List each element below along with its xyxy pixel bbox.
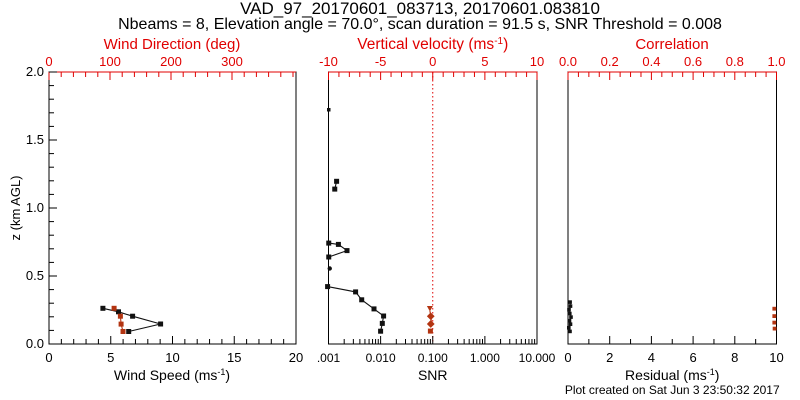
svg-text:-5: -5: [375, 54, 387, 69]
svg-text:20: 20: [289, 350, 303, 365]
svg-text:2.0: 2.0: [26, 64, 44, 79]
svg-text:10: 10: [530, 54, 544, 69]
svg-text:z (km AGL): z (km AGL): [8, 175, 23, 240]
svg-text:0: 0: [564, 350, 571, 365]
svg-text:1.5: 1.5: [26, 132, 44, 147]
svg-text:5: 5: [107, 350, 114, 365]
svg-text:Vertical velocity (ms-1): Vertical velocity (ms-1): [357, 36, 508, 54]
svg-text:0.100: 0.100: [418, 351, 448, 365]
svg-text:Plot created on Sat Jun 3 23:: Plot created on Sat Jun 3 23:50:32 2017: [565, 383, 780, 397]
svg-text:10: 10: [165, 350, 179, 365]
svg-text:6: 6: [689, 350, 696, 365]
svg-text:.001: .001: [317, 351, 341, 365]
svg-text:0.5: 0.5: [26, 268, 44, 283]
svg-text:0: 0: [429, 54, 436, 69]
svg-text:-10: -10: [319, 54, 338, 69]
svg-text:0.0: 0.0: [559, 54, 577, 69]
svg-text:2: 2: [606, 350, 613, 365]
svg-text:8: 8: [731, 350, 738, 365]
svg-text:10: 10: [769, 350, 783, 365]
svg-text:Correlation: Correlation: [635, 36, 708, 53]
svg-text:Wind Direction (deg): Wind Direction (deg): [104, 36, 241, 53]
svg-text:0.010: 0.010: [366, 351, 396, 365]
svg-text:0.4: 0.4: [642, 54, 660, 69]
svg-text:Wind Speed (ms-1): Wind Speed (ms-1): [114, 367, 230, 383]
svg-text:0.6: 0.6: [684, 54, 702, 69]
svg-text:0.8: 0.8: [726, 54, 744, 69]
svg-text:15: 15: [227, 350, 241, 365]
svg-text:1.000: 1.000: [470, 351, 500, 365]
svg-text:Nbeams = 8, Elevation angle =: Nbeams = 8, Elevation angle = 70.0°, sca…: [118, 16, 722, 33]
svg-text:Residual (ms-1): Residual (ms-1): [625, 367, 719, 383]
svg-text:0.2: 0.2: [601, 54, 619, 69]
svg-text:0: 0: [45, 350, 52, 365]
svg-text:300: 300: [221, 54, 243, 69]
svg-text:200: 200: [160, 54, 182, 69]
svg-text:4: 4: [648, 350, 655, 365]
svg-text:1.0: 1.0: [767, 54, 785, 69]
svg-text:10.000: 10.000: [519, 351, 556, 365]
svg-text:0: 0: [45, 54, 52, 69]
svg-text:0.0: 0.0: [26, 336, 44, 351]
svg-text:5: 5: [481, 54, 488, 69]
svg-text:100: 100: [99, 54, 121, 69]
svg-text:1.0: 1.0: [26, 200, 44, 215]
svg-text:SNR: SNR: [418, 367, 448, 383]
